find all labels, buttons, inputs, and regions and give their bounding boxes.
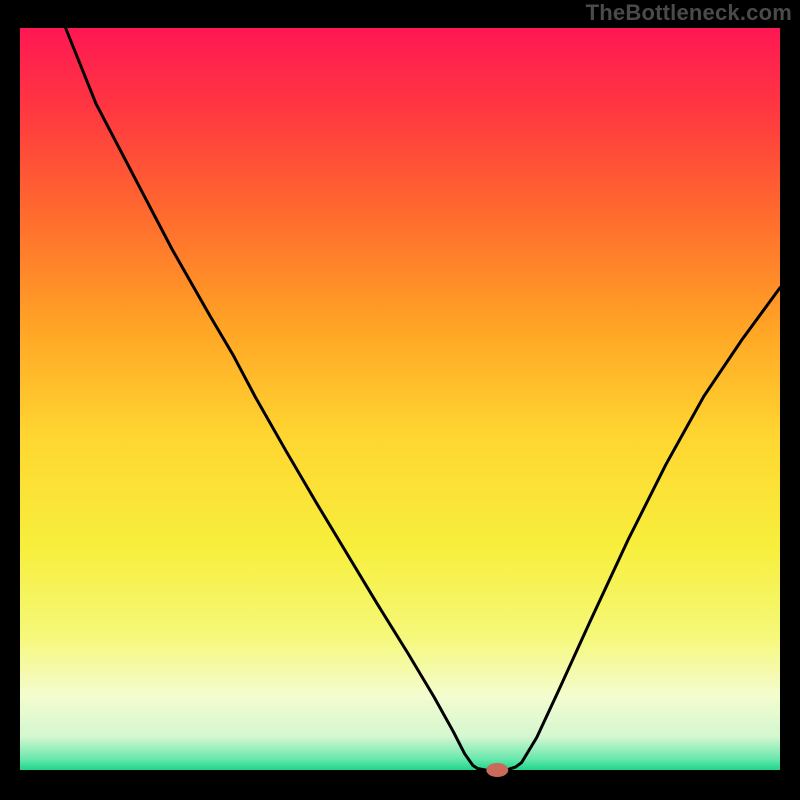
optimal-point-marker <box>486 763 508 777</box>
bottleneck-curve-chart <box>0 0 800 800</box>
gradient-background <box>20 28 780 770</box>
watermark-text: TheBottleneck.com <box>586 0 792 26</box>
chart-stage: TheBottleneck.com <box>0 0 800 800</box>
